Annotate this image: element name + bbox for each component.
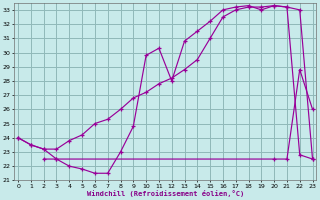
X-axis label: Windchill (Refroidissement éolien,°C): Windchill (Refroidissement éolien,°C) — [87, 190, 244, 197]
